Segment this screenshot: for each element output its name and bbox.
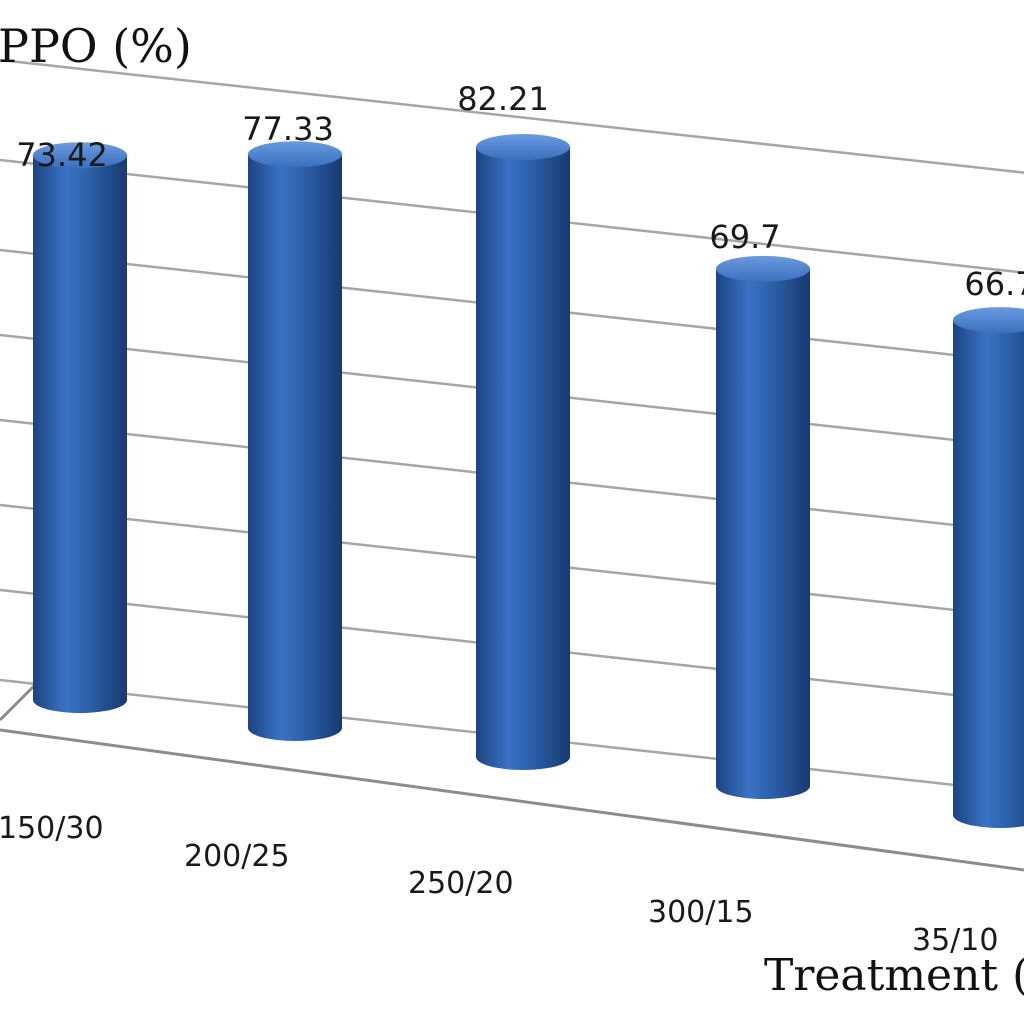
bar-body [716, 268, 810, 799]
bar-body [953, 320, 1024, 828]
x-axis-label: Treatment (M [764, 950, 1024, 1001]
gridline [0, 58, 1024, 174]
category-label: 250/20 [408, 866, 514, 901]
bar-1 [33, 142, 127, 713]
data-label: 69.7 [709, 218, 780, 256]
bar-cap [476, 134, 570, 161]
labels: 73.42 150/30 77.33 200/25 82.21 250/20 69.7 300… [0, 80, 1024, 958]
bar-body [248, 154, 342, 741]
bar-5 [953, 307, 1024, 828]
bar-4 [716, 255, 810, 799]
bar-body [33, 155, 127, 713]
category-label: 150/30 [0, 811, 104, 846]
bar-cap [248, 141, 342, 168]
bar-cap [716, 255, 810, 282]
data-label: 82.21 [457, 80, 549, 118]
category-label: 300/15 [648, 895, 754, 930]
bar-2 [248, 141, 342, 741]
data-label: 77.33 [242, 110, 334, 148]
data-label: 73.42 [16, 136, 108, 174]
bar-3 [476, 134, 570, 770]
category-label: 200/25 [184, 839, 290, 874]
bar-body [476, 147, 570, 770]
bar-cap [953, 307, 1024, 334]
category-label: 35/10 [912, 923, 998, 958]
data-label: 66.7 [964, 265, 1024, 303]
bars [33, 134, 1024, 828]
y-axis-label: PPO (%) [0, 19, 192, 73]
x-axis-floor [0, 728, 1024, 872]
bar-cap [33, 142, 127, 169]
